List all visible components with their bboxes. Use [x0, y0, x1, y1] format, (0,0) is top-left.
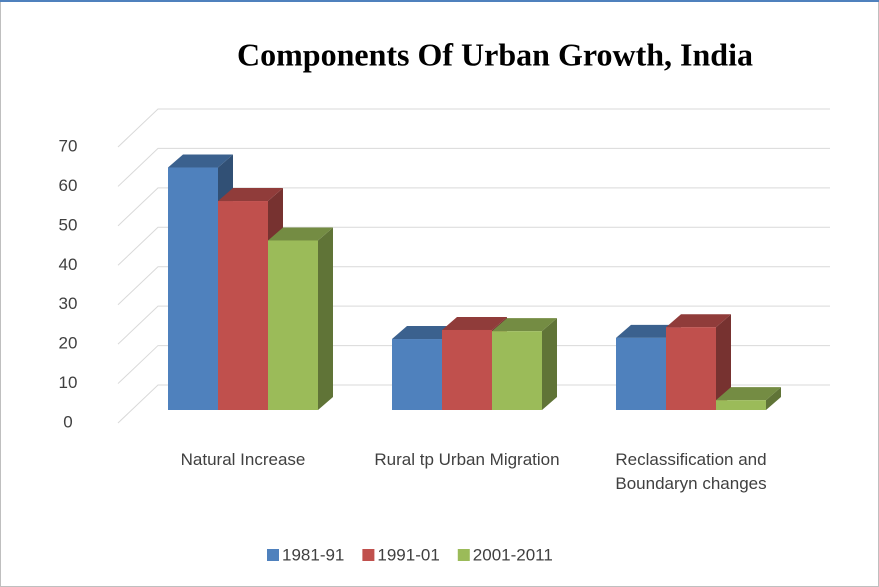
bar: [616, 337, 666, 410]
bar-top: [392, 326, 457, 340]
y-tick-label: 20: [59, 334, 78, 353]
bar: [442, 329, 492, 410]
y-tick-label: 70: [59, 136, 78, 155]
bar-side: [542, 318, 557, 410]
x-tick-label: Reclassification and Boundaryn changes: [615, 450, 767, 493]
chart-title: Components Of Urban Growth, India: [237, 36, 753, 72]
y-tick-label: 30: [59, 294, 78, 313]
grid-line: [117, 305, 830, 345]
bar-top: [492, 318, 557, 332]
bar: [492, 331, 542, 410]
bar-top: [168, 154, 233, 168]
legend-swatch: [457, 549, 470, 561]
bar-side: [766, 387, 781, 410]
grid-line: [117, 187, 830, 227]
bar: [168, 167, 218, 410]
bar-top: [218, 188, 283, 202]
legend-label: 1981-91: [282, 545, 344, 564]
bar: [268, 240, 318, 410]
bar: [218, 201, 268, 410]
y-tick-label: 60: [59, 176, 78, 195]
bar-top: [268, 227, 333, 241]
bar-top: [716, 387, 781, 401]
bar-side: [318, 227, 333, 410]
legend-label: 2001-2011: [473, 545, 553, 564]
y-tick-label: 50: [59, 215, 78, 234]
grid-line: [117, 266, 830, 306]
x-tick-label: Rural tp Urban Migration: [374, 450, 560, 469]
grid-line: [117, 345, 830, 384]
legend-swatch: [267, 549, 279, 561]
grid-line: [117, 147, 830, 187]
bar-top: [666, 314, 731, 328]
y-tick-label: 0: [63, 412, 72, 431]
bar: [666, 327, 716, 410]
bar-side: [716, 314, 731, 410]
bar-top: [616, 324, 681, 338]
bar: [716, 400, 766, 410]
grid-line: [117, 226, 830, 266]
grid-line: [117, 384, 830, 424]
y-tick-label: 40: [59, 255, 78, 274]
grid-line: [117, 108, 830, 148]
x-tick-label: Natural Increase: [180, 450, 306, 469]
bar-top: [442, 316, 507, 330]
bar: [392, 339, 442, 410]
y-tick-label: 10: [59, 373, 78, 392]
legend-label: 1991-01: [377, 545, 439, 564]
legend-swatch: [362, 549, 375, 561]
